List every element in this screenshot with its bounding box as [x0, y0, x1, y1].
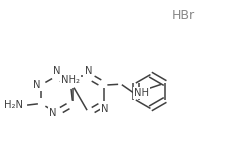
Text: N: N [85, 66, 92, 76]
Text: N: N [53, 66, 60, 76]
Text: N: N [101, 103, 108, 113]
Text: HBr: HBr [172, 9, 195, 22]
Text: N: N [49, 108, 57, 118]
Text: N: N [33, 80, 41, 90]
Text: NH: NH [134, 88, 149, 98]
Text: NH₂: NH₂ [61, 75, 80, 85]
Text: H₂N: H₂N [4, 100, 23, 110]
